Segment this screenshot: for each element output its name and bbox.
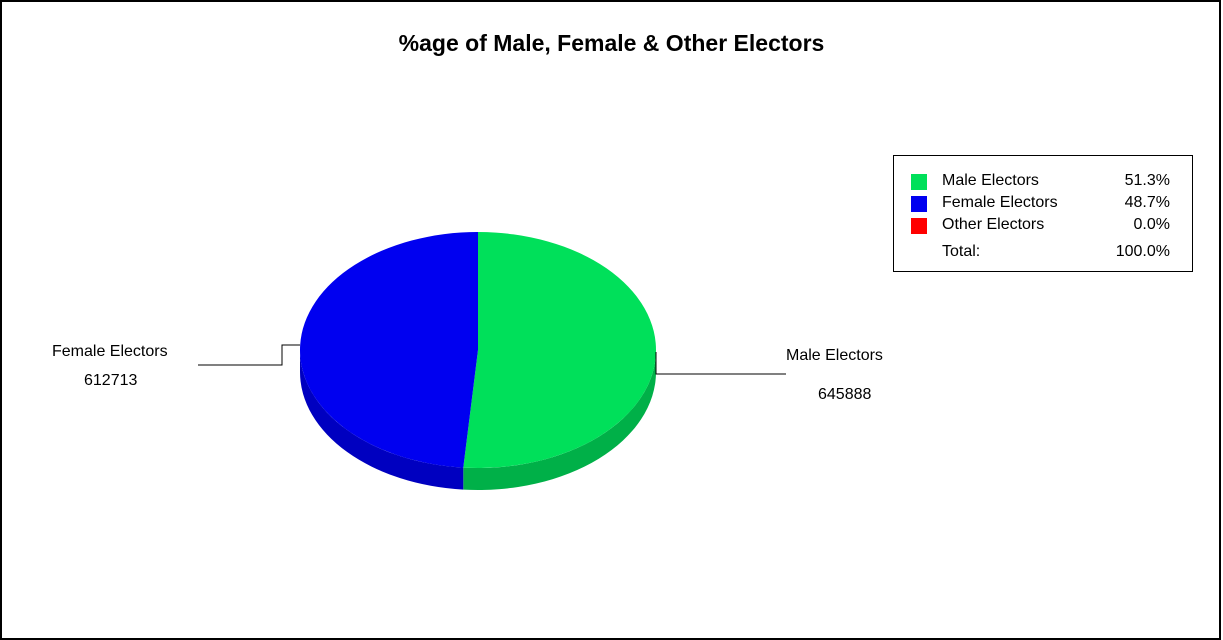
legend-swatch-male (911, 174, 927, 190)
pie-side-male (463, 350, 656, 491)
pie-side-female (300, 350, 464, 490)
slice-value-male: 645888 (818, 386, 872, 403)
leader-lines (198, 344, 786, 375)
legend-total-percent: 100.0% (1115, 243, 1170, 260)
slice-value-female: 612713 (84, 372, 138, 389)
legend-label-female: Female Electors (942, 194, 1058, 211)
pie-side-group (300, 350, 656, 491)
legend-percent-male: 51.3% (1124, 172, 1170, 189)
legend-item-female: Female Electors 48.7% (894, 193, 1194, 215)
slice-label-male: Male Electors (786, 347, 883, 364)
legend: Male Electors 51.3% Female Electors 48.7… (893, 155, 1193, 272)
legend-label-male: Male Electors (942, 172, 1039, 189)
legend-item-other: Other Electors 0.0% (894, 215, 1194, 237)
legend-swatch-female (911, 196, 927, 212)
pie-top-group (300, 232, 656, 469)
leader-line-male (655, 352, 786, 375)
chart-title: %age of Male, Female & Other Electors (398, 30, 825, 56)
legend-total-label: Total: (942, 243, 981, 260)
legend-total: Total: 100.0% (894, 242, 1194, 264)
legend-swatch-other (911, 218, 927, 234)
legend-percent-female: 48.7% (1124, 194, 1170, 211)
legend-label-other: Other Electors (942, 216, 1045, 233)
pie-slice-female (300, 232, 478, 468)
pie-slice-male (463, 232, 656, 469)
slice-label-female: Female Electors (52, 343, 168, 360)
legend-percent-other: 0.0% (1133, 216, 1170, 233)
legend-item-male: Male Electors 51.3% (894, 171, 1194, 193)
leader-line-female (198, 344, 300, 366)
